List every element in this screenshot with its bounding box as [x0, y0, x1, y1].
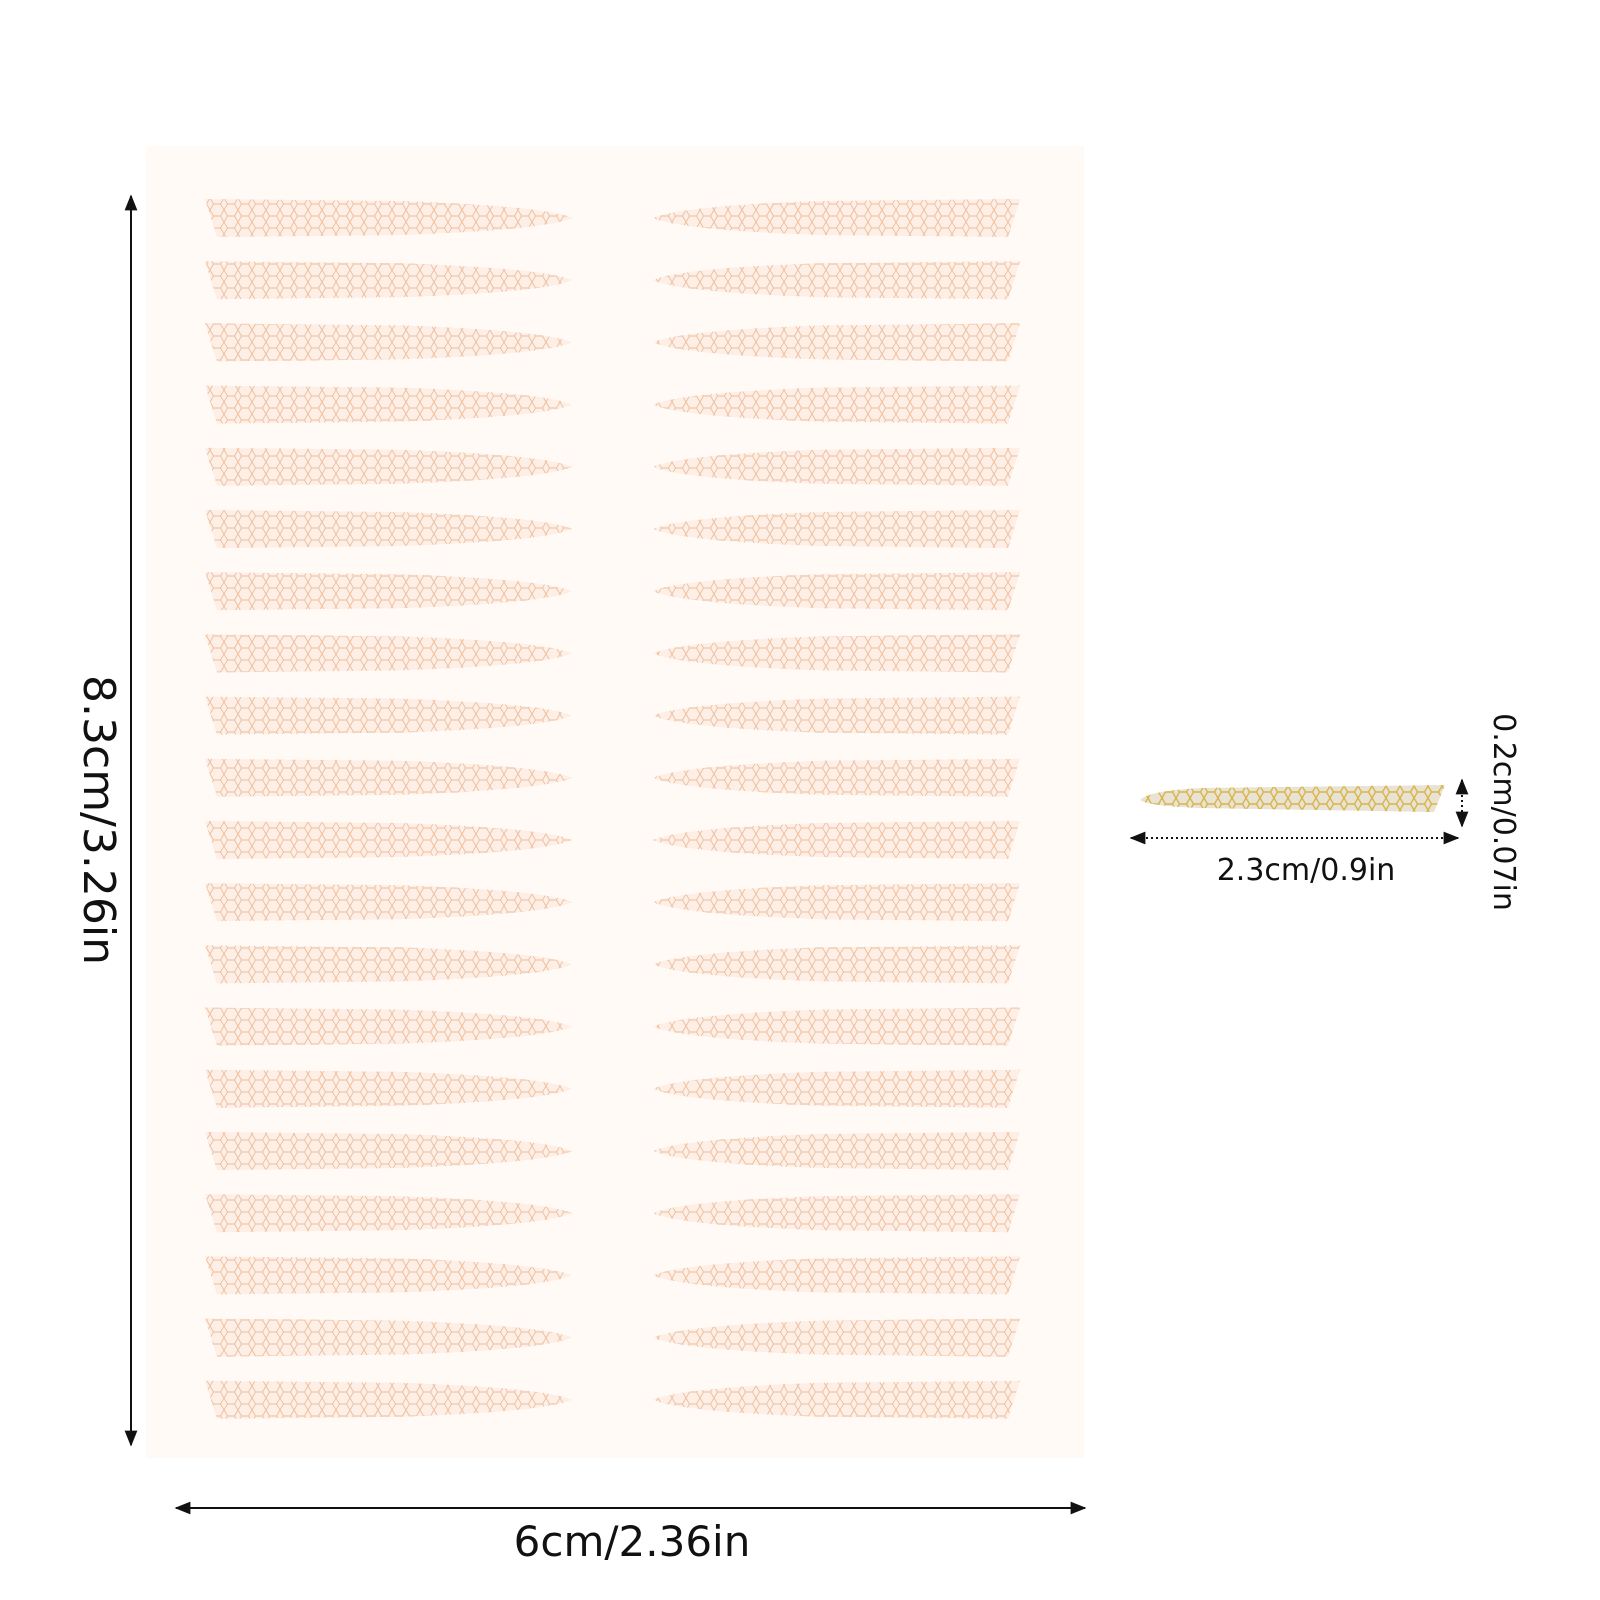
sticker-strip-left-6-texture [205, 510, 572, 548]
strip-width-label: 0.2cm/0.07in [1486, 713, 1521, 911]
sheet-width-label: 6cm/2.36in [514, 1517, 751, 1566]
sticker-strip-left-19-texture [205, 1318, 572, 1357]
sticker-strip-right-16-texture [653, 1132, 1020, 1170]
sticker-strip-left-12-texture [205, 883, 572, 922]
sticker-strip-left-10-texture [205, 758, 572, 797]
sticker-strip-left-11-texture [205, 821, 572, 859]
sticker-strip-right-5-texture [653, 447, 1020, 486]
sticker-sheet [146, 146, 1084, 1458]
sticker-strip-left-2-texture [205, 261, 572, 300]
sticker-strip-right-2-texture [653, 261, 1020, 300]
sticker-strip-right-13-texture [653, 945, 1020, 984]
sticker-strip-left-8-texture [205, 634, 572, 673]
sticker-strip-left-4-texture [205, 385, 572, 424]
sticker-strip-left-16-texture [205, 1132, 572, 1170]
sticker-strip-left-7-texture [205, 572, 572, 611]
sticker-strip-left-20-texture [205, 1380, 572, 1419]
sticker-strip-right-1-texture [653, 199, 1020, 237]
sticker-strip-right-3-texture [653, 323, 1020, 362]
single-strip-sample [1140, 785, 1445, 812]
sticker-strip-left-18-texture [205, 1256, 572, 1295]
sticker-strip-left-13-texture [205, 945, 572, 984]
sticker-strip-right-15-texture [653, 1069, 1020, 1108]
sticker-strip-right-4-texture [653, 385, 1020, 424]
sticker-strip-left-9-texture [205, 696, 572, 735]
sticker-strip-left-1-texture [205, 199, 572, 237]
sticker-strip-right-7-texture [653, 572, 1020, 611]
sticker-strip-right-18-texture [653, 1256, 1020, 1295]
sticker-strip-right-14-texture [653, 1007, 1020, 1046]
sticker-strip-left-17-texture [205, 1194, 572, 1233]
sticker-strip-left-3-texture [205, 323, 572, 362]
sticker-strip-left-5-texture [205, 447, 572, 486]
sticker-strip-right-9-texture [653, 696, 1020, 735]
sticker-strip-grid [205, 199, 1020, 1419]
sheet-height-label: 8.3cm/3.26in [73, 675, 124, 965]
sticker-strip-left-15-texture [205, 1069, 572, 1108]
sticker-strip-right-8-texture [653, 634, 1020, 673]
sticker-strip-left-14-texture [205, 1007, 572, 1046]
sticker-strip-right-17-texture [653, 1194, 1020, 1233]
sticker-strip-right-10-texture [653, 758, 1020, 797]
sticker-strip-right-12-texture [653, 883, 1020, 922]
sticker-strip-right-19-texture [653, 1318, 1020, 1357]
sticker-strip-right-11-texture [653, 821, 1020, 859]
sticker-strip-right-20-texture [653, 1380, 1020, 1419]
sticker-strip-right-6-texture [653, 510, 1020, 548]
strip-length-label: 2.3cm/0.9in [1217, 853, 1396, 888]
